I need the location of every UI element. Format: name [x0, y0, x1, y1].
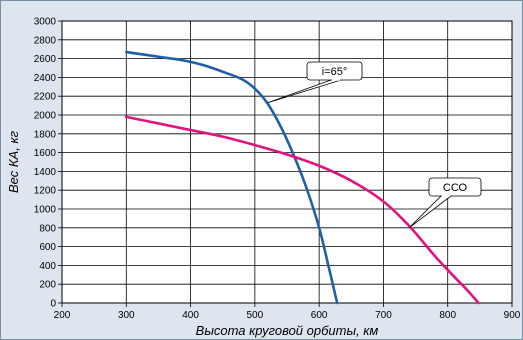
x-tick-label: 400	[182, 310, 199, 321]
y-tick-label: 3000	[34, 17, 57, 28]
y-tick-label: 400	[39, 261, 56, 272]
x-tick-label: 300	[118, 310, 135, 321]
y-axis-label: Вес КА, кг	[6, 130, 21, 193]
y-tick-label: 2800	[34, 35, 57, 46]
series-lines	[124, 50, 480, 305]
x-tick-label: 900	[504, 310, 521, 321]
y-tick-label: 800	[39, 223, 56, 234]
grid	[58, 20, 513, 307]
annotations: i=65° ССО	[267, 61, 482, 229]
y-tick-label: 2000	[34, 111, 57, 122]
y-tick-label: 1800	[34, 129, 57, 140]
x-tick-label: 600	[311, 310, 328, 321]
y-tick-label: 1600	[34, 148, 57, 159]
x-tick-labels: 200 300 400 500 600 700 800 900	[54, 310, 521, 321]
annotation-label: ССО	[443, 182, 468, 194]
y-tick-labels: 0 200 400 600 800 1000 1200 1400 1600 1800 2000 220…	[34, 17, 57, 310]
y-tick-label: 2600	[34, 54, 57, 65]
x-tick-label: 800	[439, 310, 456, 321]
x-tick-label: 200	[54, 310, 71, 321]
plot-area	[61, 20, 513, 304]
y-tick-label: 1200	[34, 186, 57, 197]
annotation-label: i=65°	[322, 66, 348, 78]
x-tick-label: 700	[375, 310, 392, 321]
series-line-sso	[124, 115, 480, 305]
x-axis-label: Высота круговой орбиты, км	[196, 323, 379, 338]
y-tick-label: 200	[39, 280, 56, 291]
y-tick-label: 2400	[34, 73, 57, 84]
annotation-box	[428, 177, 482, 197]
y-tick-label: 1000	[34, 205, 57, 216]
y-tick-label: 600	[39, 242, 56, 253]
y-tick-label: 0	[50, 299, 56, 310]
y-tick-label: 1400	[34, 167, 57, 178]
y-tick-label: 2200	[34, 92, 57, 103]
series-line-i65	[124, 50, 339, 305]
x-tick-label: 500	[247, 310, 264, 321]
